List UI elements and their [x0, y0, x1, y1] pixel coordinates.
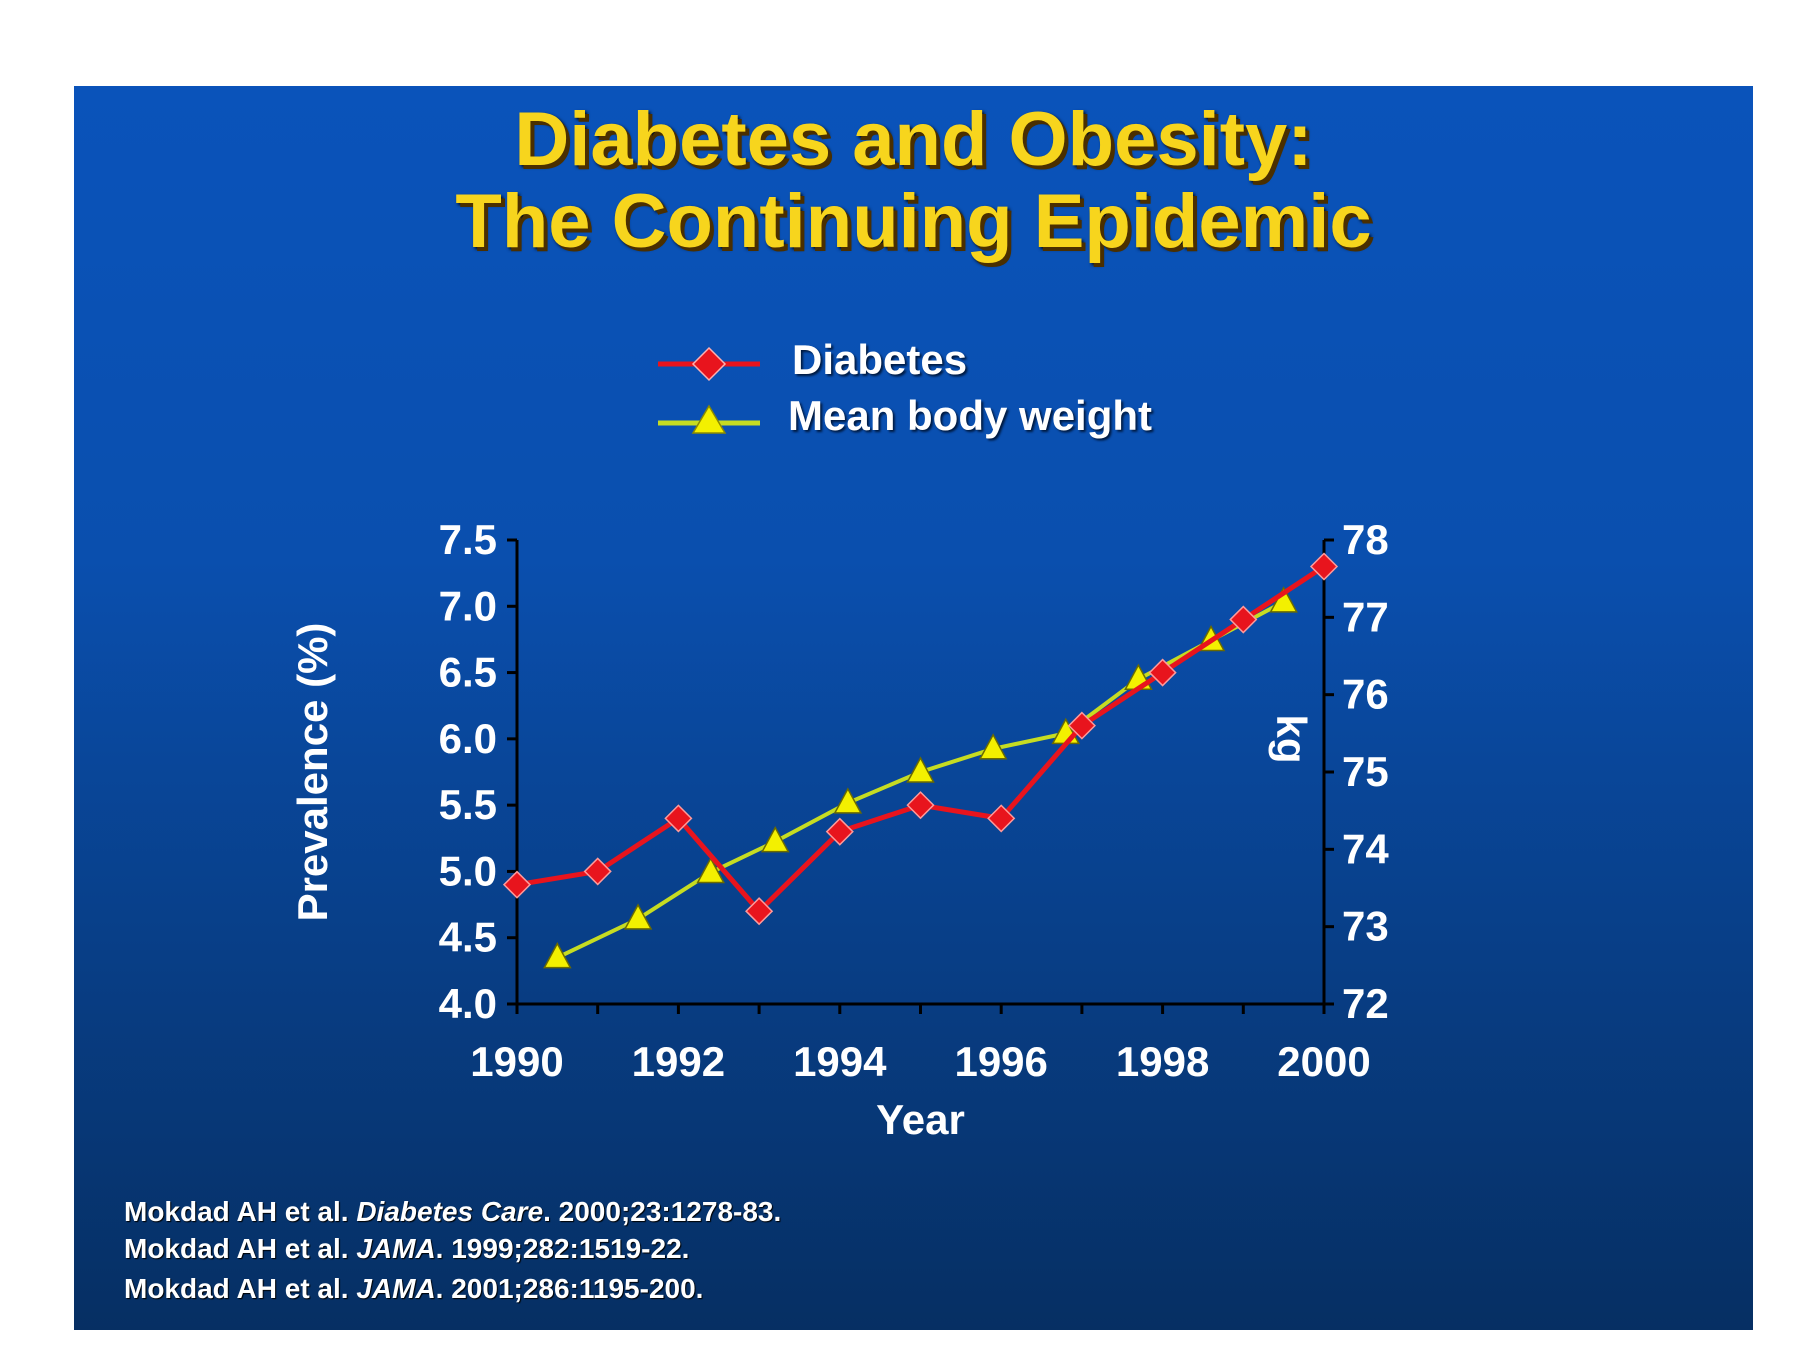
citation-1-journal: Diabetes Care: [356, 1196, 544, 1227]
diabetes-point-marker: [906, 791, 935, 820]
diabetes-point-marker: [825, 817, 854, 846]
y-right-tick-label: 75: [1342, 748, 1389, 795]
legend-label-diabetes: Diabetes: [792, 336, 968, 383]
y-axis-label-right: kg: [1268, 714, 1315, 763]
footer-citation-2: Mokdad AH et al. JAMA. 1999;282:1519-22.: [124, 1233, 689, 1265]
slide: Diabetes and Obesity: The Continuing Epi…: [74, 86, 1753, 1330]
weight-point-marker: [696, 856, 725, 884]
diabetes-point-marker: [1067, 711, 1096, 740]
y-left-tick-label: 7.5: [439, 516, 497, 563]
x-axis-label: Year: [876, 1096, 965, 1143]
weight-point-marker: [623, 903, 653, 930]
y-right-tick-label: 74: [1342, 825, 1389, 872]
chart-title-line2: The Continuing Epidemic: [455, 179, 1372, 264]
x-tick-label: 1996: [954, 1038, 1047, 1085]
x-tick-label: 1994: [793, 1038, 887, 1085]
y-right-tick-label: 77: [1342, 593, 1389, 640]
legend-weight-swatch: [658, 404, 760, 434]
y-right-tick-label: 76: [1342, 671, 1389, 718]
weight-point-marker: [906, 756, 935, 783]
y-left-tick-label: 7.0: [439, 582, 497, 629]
chart-title-line1: Diabetes and Obesity:: [514, 97, 1313, 182]
diabetes-point-marker: [664, 804, 693, 833]
diabetes-point-marker: [583, 857, 612, 886]
weight-point-marker: [978, 733, 1008, 760]
diabetes-point-marker: [1229, 605, 1258, 634]
x-tick-label: 1992: [632, 1038, 725, 1085]
footer-citation-3: Mokdad AH et al. JAMA. 2001;286:1195-200…: [124, 1273, 703, 1305]
y-left-tick-label: 4.5: [439, 914, 497, 961]
diabetes-point-marker: [987, 804, 1016, 833]
x-tick-label: 1998: [1116, 1038, 1209, 1085]
chart-svg: 4.0 4.5 5.0 5.5 6.0 6.5 7.0 7.5 72 73 74 75 76 77 78 19…: [289, 516, 1389, 1143]
x-tick-label: 1990: [470, 1038, 563, 1085]
citation-1-authors: Mokdad AH et al.: [124, 1196, 357, 1227]
citation-3-details: . 2001;286:1195-200.: [435, 1273, 704, 1304]
citation-2-details: . 1999;282:1519-22.: [435, 1233, 690, 1264]
legend-diabetes-swatch: [658, 346, 760, 382]
y-axis-label-left: Prevalence (%): [289, 623, 336, 922]
diabetes-point-marker: [1309, 552, 1339, 581]
diabetes-point-marker: [1148, 658, 1177, 687]
legend-label-mean-body-weight: Mean body weight: [788, 392, 1153, 439]
y-right-tick-label: 73: [1342, 903, 1389, 950]
weight-point-marker: [760, 826, 790, 853]
weight-point-marker: [543, 942, 572, 969]
citation-2-authors: Mokdad AH et al.: [124, 1233, 357, 1264]
y-left-tick-label: 6.5: [439, 649, 497, 696]
y-right-tick-label: 72: [1342, 980, 1389, 1027]
weight-point-marker: [833, 787, 863, 814]
diabetes-point-marker: [745, 897, 774, 926]
y-left-tick-label: 4.0: [439, 980, 497, 1027]
diabetes-point-marker: [502, 870, 532, 899]
citation-2-journal: JAMA: [356, 1233, 436, 1264]
x-tick-label: 2000: [1277, 1038, 1370, 1085]
y-left-tick-label: 5.5: [439, 781, 497, 828]
series-line-diabetes: [516, 564, 1326, 915]
footer-citation-1: Mokdad AH et al. Diabetes Care. 2000;23:…: [124, 1196, 781, 1228]
y-right-tick-label: 78: [1342, 516, 1389, 563]
y-left-tick-label: 6.0: [439, 715, 497, 762]
citation-3-journal: JAMA: [356, 1273, 436, 1304]
y-left-tick-label: 5.0: [439, 847, 497, 894]
citation-3-authors: Mokdad AH et al.: [124, 1273, 357, 1304]
citation-1-details: . 2000;23:1278-83.: [543, 1196, 782, 1227]
